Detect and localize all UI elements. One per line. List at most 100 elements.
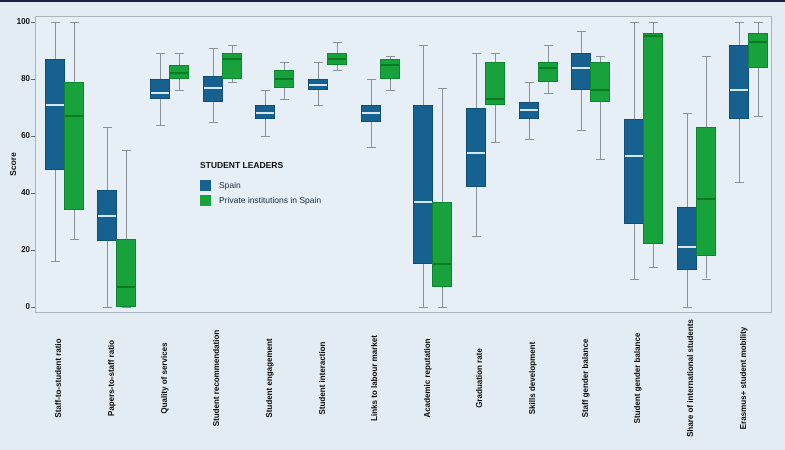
whisker-cap-top (629, 22, 639, 23)
y-axis-tick-label: 20 (21, 245, 30, 254)
whisker-cap-bottom (629, 278, 639, 280)
whisker-cap-bottom (227, 81, 237, 83)
whisker-cap-bottom (701, 278, 711, 280)
y-axis-tick (31, 22, 35, 23)
median-spain (45, 103, 64, 106)
median-private (538, 66, 557, 69)
box-private (116, 238, 137, 307)
box-spain (571, 53, 592, 91)
y-axis-tick-label: 0 (25, 302, 30, 311)
spain-color-swatch (200, 180, 211, 191)
box-private (537, 61, 558, 82)
category-label: Graduation rate (474, 348, 484, 408)
median-private (380, 63, 399, 66)
whisker-cap-top (261, 90, 271, 92)
whisker-cap-bottom (682, 307, 692, 308)
whisker-cap-top (366, 79, 376, 80)
median-private (328, 58, 347, 61)
legend-label-spain: Spain (219, 180, 241, 190)
whisker-cap-bottom (735, 181, 745, 183)
legend-item-private: Private institutions in Spain (200, 195, 321, 206)
whisker-cap-top (50, 22, 60, 23)
whisker-cap-bottom (69, 238, 79, 240)
box-private (748, 33, 769, 68)
whisker (758, 22, 760, 117)
category-label: Staff gender balance (580, 338, 590, 418)
box-private (169, 64, 190, 79)
category-label: Skills development (527, 341, 537, 415)
whisker-cap-top (227, 44, 237, 46)
median-private (591, 89, 610, 92)
whisker-cap-bottom (471, 235, 481, 237)
box-spain (623, 118, 644, 225)
median-spain (572, 66, 591, 69)
box-spain (729, 44, 750, 119)
median-spain (677, 246, 696, 249)
median-spain (151, 92, 170, 95)
median-spain (256, 112, 275, 115)
category-label: Links to labour market (369, 335, 379, 421)
y-axis-tick (31, 250, 35, 251)
whisker-cap-bottom (175, 90, 185, 92)
legend: STUDENT LEADERS Spain Private institutio… (200, 160, 321, 206)
whisker-cap-top (156, 53, 166, 55)
y-axis-tick (31, 193, 35, 194)
y-axis-title: Score (8, 152, 18, 176)
y-axis-tick (31, 136, 35, 137)
median-private (222, 58, 241, 61)
median-private (275, 78, 294, 80)
whisker-cap-bottom (438, 307, 448, 308)
whisker-cap-bottom (261, 136, 271, 137)
whisker-cap-bottom (577, 130, 587, 132)
whisker-cap-top (122, 150, 132, 152)
whisker-cap-bottom (648, 267, 658, 269)
whisker-cap-bottom (419, 307, 429, 308)
top-border (0, 0, 785, 2)
category-label: Student gender balance (632, 332, 642, 424)
legend-label-private: Private institutions in Spain (219, 195, 322, 205)
category-label: Student engagement (264, 338, 274, 418)
category-label: Share of international students (685, 319, 695, 437)
whisker-cap-top (735, 22, 745, 23)
box-spain (413, 104, 434, 265)
box-private (63, 81, 84, 211)
box-spain (44, 59, 65, 171)
whisker-cap-top (208, 47, 218, 49)
whisker-cap-bottom (754, 116, 764, 118)
whisker-cap-bottom (122, 307, 132, 308)
whisker-cap-top (333, 41, 343, 43)
box-spain (150, 79, 171, 99)
median-private (643, 35, 662, 38)
whisker-cap-bottom (208, 121, 218, 123)
y-axis-tick-label: 100 (16, 17, 30, 26)
whisker-cap-bottom (366, 147, 376, 149)
median-private (170, 72, 189, 75)
whisker-cap-top (280, 61, 290, 63)
whisker-cap-top (754, 22, 764, 23)
category-label: Papers-to-staff ratio (106, 340, 116, 417)
box-spain (255, 104, 276, 119)
private-institutions-color-swatch (200, 195, 211, 206)
median-spain (414, 200, 433, 203)
category-label: Academic reputation (422, 338, 432, 418)
whisker-cap-top (648, 22, 658, 23)
category-label: Student interaction (317, 341, 327, 415)
median-spain (309, 83, 328, 86)
box-private (379, 59, 400, 79)
median-spain (98, 214, 117, 217)
box-private (642, 33, 663, 245)
median-spain (519, 109, 538, 112)
whisker-cap-bottom (103, 307, 113, 308)
whisker-cap-bottom (385, 90, 395, 92)
whisker-cap-top (314, 61, 324, 63)
median-private (485, 97, 504, 100)
whisker-cap-bottom (596, 158, 606, 160)
legend-item-spain: Spain (200, 180, 321, 191)
median-spain (361, 112, 380, 115)
whisker-cap-bottom (543, 93, 553, 95)
median-private (696, 197, 715, 200)
whisker-cap-bottom (50, 261, 60, 263)
whisker-cap-bottom (524, 138, 534, 140)
box-spain (202, 76, 223, 102)
median-private (749, 40, 768, 43)
